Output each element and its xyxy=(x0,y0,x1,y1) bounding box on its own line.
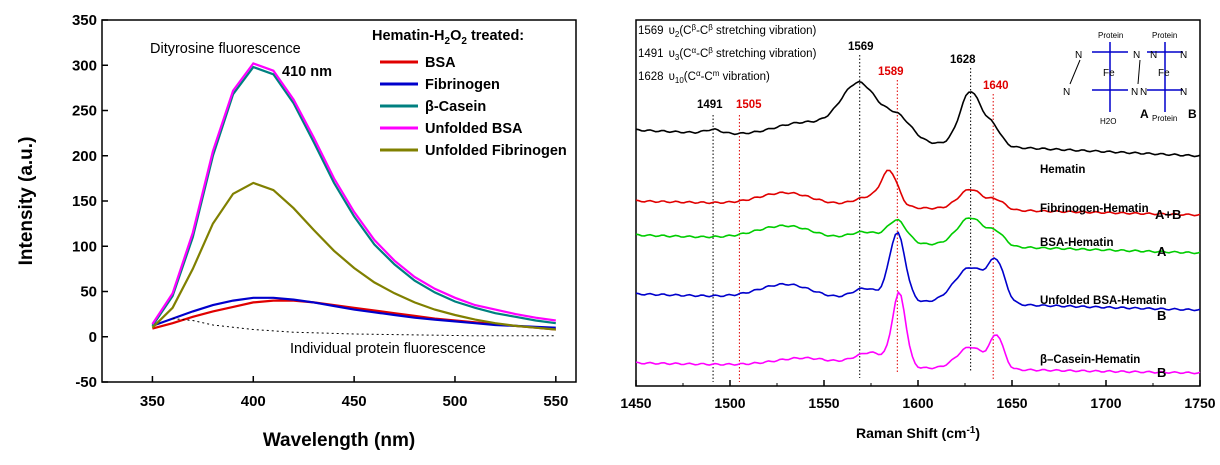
left-y-axis-title: Intensity (a.u.) xyxy=(16,137,37,266)
svg-text:Protein: Protein xyxy=(1152,31,1177,40)
svg-text:A: A xyxy=(1140,107,1149,121)
legend-line-1569: 1569 υ2(Cβ-Cβ stretching vibration) xyxy=(638,23,817,39)
peak-1491-label: 1491 xyxy=(697,99,723,111)
spectrum-unfolded-bsa-hematin xyxy=(635,231,1201,312)
left-x-tick-label: 350 xyxy=(140,393,165,410)
left-y-tick-label: -50 xyxy=(75,374,97,391)
tag-unfolded-bsa-hematin: B xyxy=(1157,308,1166,323)
label-casein-hematin: β–Casein-Hematin xyxy=(1040,354,1140,366)
tag-casein-hematin: B xyxy=(1157,365,1166,380)
heme-structure-b: Protein N N N N Fe Protein B xyxy=(1140,31,1197,123)
left-x-axis-title: Wavelength (nm) xyxy=(263,430,415,451)
spectrum-fibrinogen-hematin xyxy=(635,169,1201,217)
peak-1589-label: 1589 xyxy=(878,66,904,78)
left-x-tick-label: 450 xyxy=(342,393,367,410)
left-y-tick-label: 300 xyxy=(72,57,97,74)
right-x-tick-label: 1700 xyxy=(1090,395,1121,411)
individual-protein-label: Individual protein fluorescence xyxy=(290,341,486,357)
legend-item-label: Unfolded Fibrinogen xyxy=(425,143,567,159)
spectrum-hematin xyxy=(635,80,1201,158)
left-x-tick-label: 550 xyxy=(543,393,568,410)
right-x-tick-label: 1650 xyxy=(996,395,1027,411)
right-x-axis-title: Raman Shift (cm-1) xyxy=(856,425,980,441)
label-unfolded-bsa-hematin: Unfolded BSA-Hematin xyxy=(1040,295,1167,307)
left-x-tick-label: 400 xyxy=(241,393,266,410)
svg-text:Protein: Protein xyxy=(1098,31,1123,40)
peak-1640-label: 1640 xyxy=(983,80,1009,92)
raman-legend: 1569 υ2(Cβ-Cβ stretching vibration) 1491 υ… xyxy=(638,23,817,85)
svg-text:N: N xyxy=(1150,50,1157,61)
series-line-individual-protein-fluorescence xyxy=(172,318,556,337)
peak-1628-label: 1628 xyxy=(950,54,976,66)
spectrum--casein-hematin xyxy=(635,290,1201,375)
left-legend: Hematin-H2O2 treated: BSA Fibrinogen β-Cas… xyxy=(372,28,567,159)
tag-fibrinogen-hematin: A+B xyxy=(1155,207,1181,222)
tag-bsa-hematin: A xyxy=(1157,244,1167,259)
spectrum-bsa-hematin xyxy=(635,217,1201,255)
legend-line-1491: 1491 υ3(Cα-Cβ stretching vibration) xyxy=(638,46,817,62)
label-bsa-hematin: BSA-Hematin xyxy=(1040,237,1113,249)
label-hematin: Hematin xyxy=(1040,164,1085,176)
svg-text:N: N xyxy=(1133,50,1140,61)
left-x-tick-label: 500 xyxy=(442,393,467,410)
svg-text:N: N xyxy=(1063,87,1070,98)
right-x-tick-label: 1750 xyxy=(1184,395,1215,411)
right-x-tick-label: 1600 xyxy=(902,395,933,411)
left-y-tick-label: 150 xyxy=(72,193,97,210)
legend-item-label: BSA xyxy=(425,55,456,71)
peak-1569-label: 1569 xyxy=(848,41,874,53)
series-line-unfolded-fibrinogen xyxy=(151,181,556,331)
left-y-tick-label: 200 xyxy=(72,148,97,165)
left-y-tick-label: 50 xyxy=(80,284,97,301)
svg-text:Fe: Fe xyxy=(1158,68,1170,79)
svg-text:Protein: Protein xyxy=(1152,114,1177,123)
peak-label: 410 nm xyxy=(282,64,332,80)
left-y-tick-label: 100 xyxy=(72,238,97,255)
svg-text:B: B xyxy=(1188,107,1197,121)
dityrosine-label: Dityrosine fluorescence xyxy=(150,41,301,57)
legend-item-label: β-Casein xyxy=(425,99,486,115)
svg-text:N: N xyxy=(1131,87,1138,98)
left-y-tick-label: 250 xyxy=(72,103,97,120)
heme-structure-a: Protein N N N N Fe H2O A xyxy=(1063,31,1149,126)
legend-item-label: Unfolded BSA xyxy=(425,121,523,137)
series-line-unfolded-bsa xyxy=(151,62,556,325)
series-line-fibrinogen xyxy=(152,296,556,329)
right-x-tick-label: 1500 xyxy=(714,395,745,411)
left-y-tick-label: 0 xyxy=(89,329,97,346)
svg-text:N: N xyxy=(1140,87,1147,98)
svg-text:N: N xyxy=(1075,50,1082,61)
peak-1505-label: 1505 xyxy=(736,99,762,111)
left-plot-frame xyxy=(101,19,577,383)
legend-item-label: Fibrinogen xyxy=(425,77,500,93)
series-line--casein xyxy=(151,65,556,327)
legend-title: Hematin-H2O2 treated: xyxy=(372,28,524,47)
svg-text:N: N xyxy=(1180,50,1187,61)
label-fibrinogen-hematin: Fibrinogen-Hematin xyxy=(1040,203,1149,215)
svg-text:H2O: H2O xyxy=(1100,117,1116,126)
right-x-tick-label: 1550 xyxy=(808,395,839,411)
right-x-tick-label: 1450 xyxy=(620,395,651,411)
svg-text:Fe: Fe xyxy=(1103,68,1115,79)
legend-line-1628: 1628 υ10(Cα-Cm vibration) xyxy=(638,69,770,85)
left-y-tick-label: 350 xyxy=(72,12,97,29)
raman-chart: 1450 1500 1550 1600 1650 1700 1750 Raman Shift… xyxy=(620,19,1216,441)
svg-text:N: N xyxy=(1180,87,1187,98)
fluorescence-chart: 350 400 450 500 550 -50 0 50 100 150 200 250 300 350… xyxy=(16,12,577,451)
